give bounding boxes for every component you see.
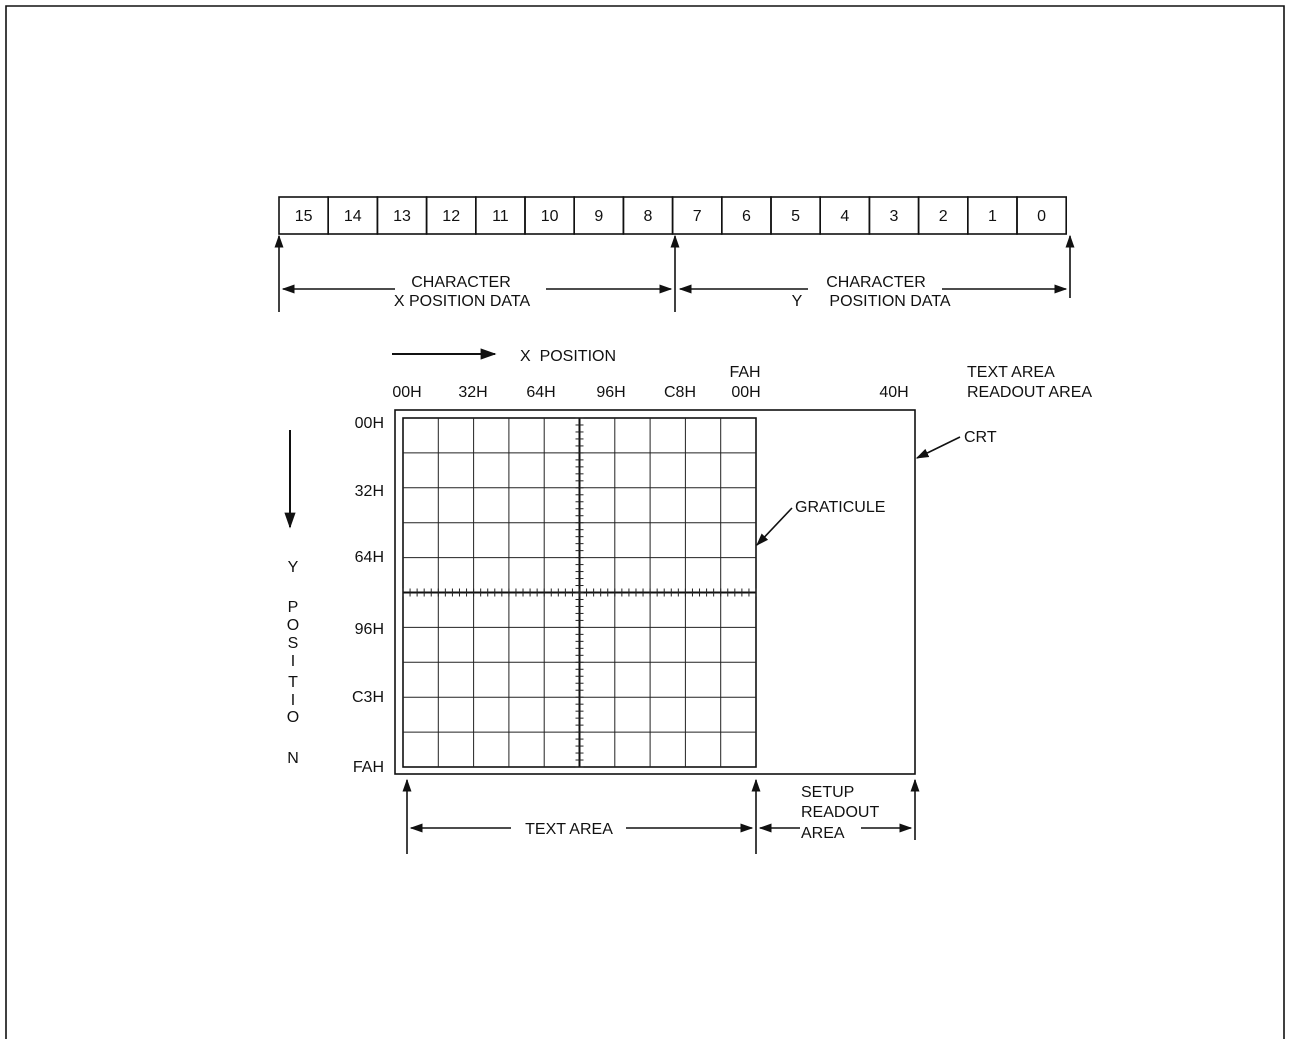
bit-label: 7 bbox=[693, 208, 702, 225]
bit-label: 10 bbox=[541, 208, 559, 225]
setup-label-line3: AREA bbox=[801, 825, 845, 842]
x-tick-label: 32H bbox=[458, 384, 487, 401]
x-tick-label-readout-start: 00H bbox=[731, 384, 760, 401]
y-title-letter: S bbox=[288, 635, 299, 652]
y-field-label-y: Y bbox=[792, 293, 803, 310]
bit-label: 0 bbox=[1037, 208, 1046, 225]
y-tick-label: 00H bbox=[355, 415, 384, 432]
x-tick-label-readout-end: 40H bbox=[879, 384, 908, 401]
bit-label: 3 bbox=[890, 208, 899, 225]
x-tick-label: 64H bbox=[526, 384, 555, 401]
page-frame bbox=[5, 5, 1285, 1039]
bit-label: 1 bbox=[988, 208, 997, 225]
x-position-title: X POSITION bbox=[520, 348, 616, 365]
graticule-callout-arrow bbox=[756, 507, 793, 546]
y-title-letter: I bbox=[291, 692, 295, 709]
y-tick-label: 64H bbox=[355, 549, 384, 566]
crt-callout-arrow bbox=[915, 436, 961, 459]
y-tick-label: 96H bbox=[355, 621, 384, 638]
y-title-letter: T bbox=[288, 674, 298, 691]
bit-label: 6 bbox=[742, 208, 751, 225]
text-area-readout-label-line2: READOUT AREA bbox=[967, 384, 1092, 401]
bit-label: 15 bbox=[295, 208, 313, 225]
bit-label: 8 bbox=[644, 208, 653, 225]
bit-register: 15 14 13 12 11 10 9 8 7 6 5 4 3 2 1 0 bbox=[278, 196, 1068, 235]
bit-label: 11 bbox=[492, 208, 509, 225]
y-title-letter: P bbox=[288, 599, 299, 616]
bit-label: 12 bbox=[442, 208, 460, 225]
y-title-letter: N bbox=[287, 750, 299, 767]
bit-label: 2 bbox=[939, 208, 948, 225]
x-tick-label-fah: FAH bbox=[729, 364, 760, 381]
y-tick-label: C3H bbox=[352, 689, 384, 706]
setup-label-line2: READOUT bbox=[801, 804, 879, 821]
text-area-label: TEXT AREA bbox=[525, 821, 613, 838]
bit-box bbox=[1016, 196, 1068, 235]
text-area-readout-label-line1: TEXT AREA bbox=[967, 364, 1055, 381]
bit-label: 4 bbox=[840, 208, 849, 225]
y-tick-label: FAH bbox=[353, 759, 384, 776]
bit-label: 5 bbox=[791, 208, 800, 225]
setup-label-line1: SETUP bbox=[801, 784, 854, 801]
y-title-letter: O bbox=[287, 617, 299, 634]
x-tick-label: 00H bbox=[392, 384, 421, 401]
y-title-letter: O bbox=[287, 709, 299, 726]
x-field-label-line1: CHARACTER bbox=[411, 274, 511, 291]
y-title-letter: I bbox=[291, 653, 295, 670]
x-field-label-line2: X POSITION DATA bbox=[394, 293, 531, 310]
graticule bbox=[402, 417, 757, 768]
y-title-letter: Y bbox=[288, 559, 299, 576]
bit-label: 9 bbox=[594, 208, 603, 225]
x-tick-label: C8H bbox=[664, 384, 696, 401]
bit-label: 14 bbox=[344, 208, 362, 225]
y-field-label-line2: POSITION DATA bbox=[829, 293, 951, 310]
y-field-label-line1: CHARACTER bbox=[826, 274, 926, 291]
bit-label: 13 bbox=[393, 208, 411, 225]
crt-screen bbox=[394, 409, 916, 775]
y-tick-label: 32H bbox=[355, 483, 384, 500]
graticule-label: GRATICULE bbox=[795, 499, 885, 516]
x-tick-label: 96H bbox=[596, 384, 625, 401]
crt-label: CRT bbox=[964, 429, 997, 446]
